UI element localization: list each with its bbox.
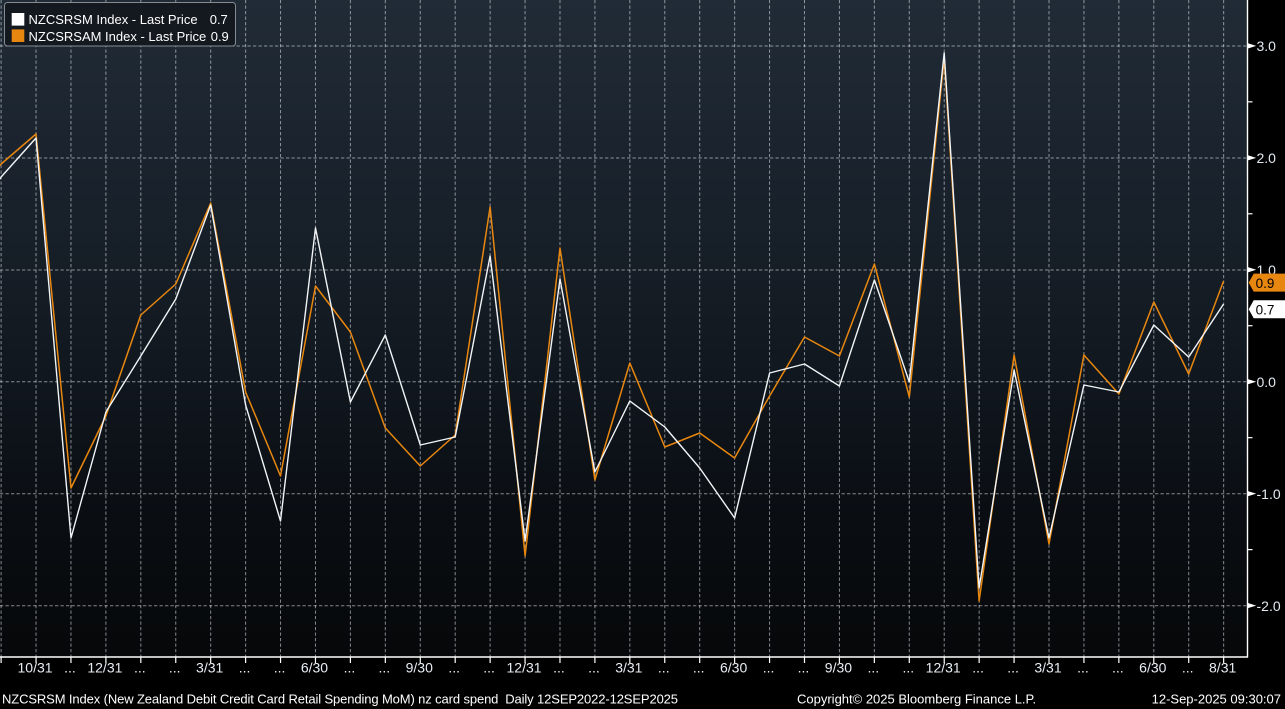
svg-text:...: ... — [798, 660, 810, 676]
svg-text:...: ... — [448, 660, 460, 676]
svg-text:0.7: 0.7 — [1256, 303, 1275, 318]
svg-text:3.0: 3.0 — [1257, 38, 1277, 54]
svg-text:...: ... — [1182, 660, 1194, 676]
svg-text:...: ... — [1077, 660, 1089, 676]
svg-text:...: ... — [134, 660, 146, 676]
svg-text:...: ... — [658, 660, 670, 676]
svg-text:6/30: 6/30 — [1139, 660, 1166, 676]
svg-text:3/31: 3/31 — [1034, 660, 1061, 676]
svg-text:-2.0: -2.0 — [1257, 598, 1281, 614]
svg-text:...: ... — [344, 660, 356, 676]
svg-text:-1.0: -1.0 — [1257, 486, 1281, 502]
svg-text:0.9: 0.9 — [211, 29, 229, 44]
svg-text:...: ... — [588, 660, 600, 676]
svg-text:0.7: 0.7 — [210, 12, 228, 27]
svg-text:...: ... — [763, 660, 775, 676]
svg-text:9/30: 9/30 — [406, 660, 433, 676]
svg-text:Copyright© 2025 Bloomberg Fina: Copyright© 2025 Bloomberg Finance L.P. — [797, 692, 1036, 707]
svg-text:...: ... — [239, 660, 251, 676]
svg-text:12/31: 12/31 — [507, 660, 542, 676]
svg-text:6/30: 6/30 — [301, 660, 328, 676]
svg-text:...: ... — [1007, 660, 1019, 676]
svg-text:...: ... — [902, 660, 914, 676]
svg-text:3/31: 3/31 — [196, 660, 223, 676]
svg-text:...: ... — [64, 660, 76, 676]
svg-text:...: ... — [274, 660, 286, 676]
svg-text:...: ... — [868, 660, 880, 676]
svg-text:2.0: 2.0 — [1257, 150, 1277, 166]
svg-text:NZCSRSM Index (New Zealand Deb: NZCSRSM Index (New Zealand Debit Credit … — [2, 692, 678, 707]
svg-text:0.9: 0.9 — [1256, 276, 1275, 291]
svg-text:12-Sep-2025 09:30:07: 12-Sep-2025 09:30:07 — [1152, 692, 1281, 707]
svg-text:10/31: 10/31 — [18, 660, 53, 676]
svg-text:12/31: 12/31 — [87, 660, 122, 676]
svg-text:...: ... — [169, 660, 181, 676]
svg-text:8/31: 8/31 — [1209, 660, 1236, 676]
svg-text:NZCSRSAM Index - Last Price: NZCSRSAM Index - Last Price — [29, 29, 207, 44]
svg-text:3/31: 3/31 — [615, 660, 642, 676]
svg-text:12/31: 12/31 — [926, 660, 961, 676]
svg-text:...: ... — [1112, 660, 1124, 676]
svg-text:6/30: 6/30 — [720, 660, 747, 676]
svg-text:...: ... — [483, 660, 495, 676]
svg-text:...: ... — [693, 660, 705, 676]
svg-text:0.0: 0.0 — [1257, 374, 1277, 390]
svg-text:9/30: 9/30 — [825, 660, 852, 676]
svg-text:...: ... — [553, 660, 565, 676]
svg-text:NZCSRSM Index - Last Price: NZCSRSM Index - Last Price — [29, 12, 198, 27]
svg-text:...: ... — [378, 660, 390, 676]
svg-text:...: ... — [972, 660, 984, 676]
